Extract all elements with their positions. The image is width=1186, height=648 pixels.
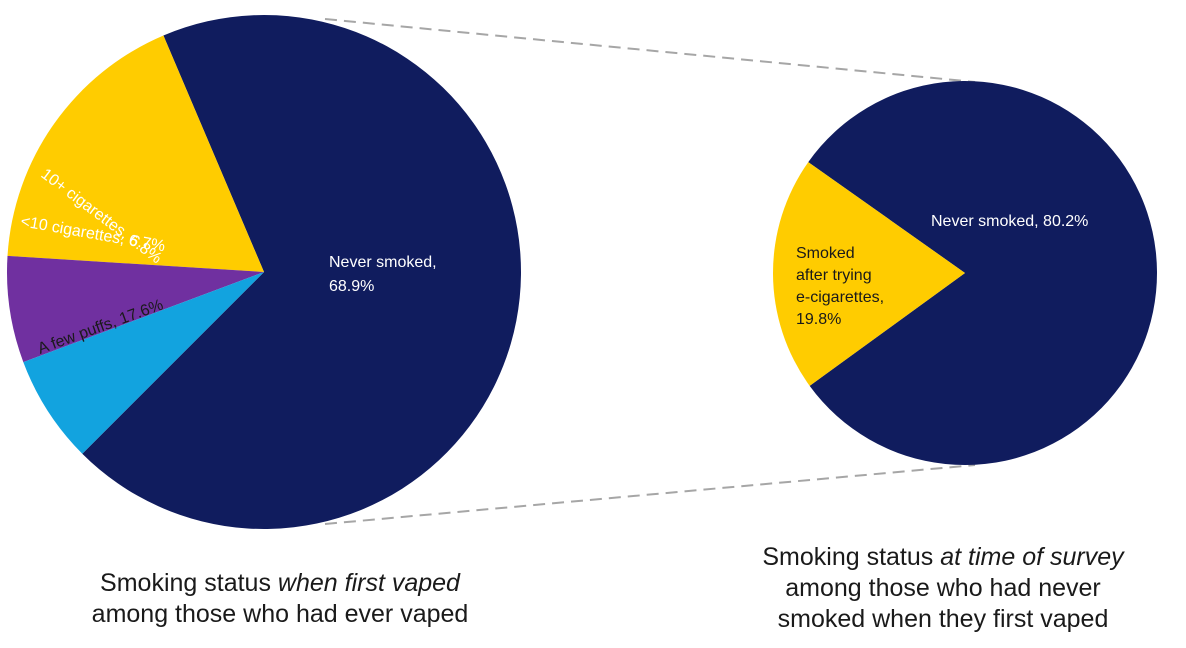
pie-1-slice-1-label: Smoked after trying e-cigarettes, 19.8% [796,245,884,328]
pie-0-slice-0 [82,14,522,530]
pie-0-slice-2 [7,255,265,363]
pie-1-slice-1 [773,162,965,386]
caption-left-line1-text: Smoking status [100,569,278,597]
pie-1-slice-0 [808,80,1157,465]
caption-right-line1-emphasis: at time of survey [940,543,1124,571]
connector-line-top [324,18,976,83]
caption-right-line1-text: Smoking status [762,543,941,571]
pie-0-slice-3 [23,272,265,454]
pie-0-slice-1 [7,35,264,273]
pie-right [773,80,1157,465]
caption-right-line3: smoked when they first vaped [777,605,1109,633]
pie-right-labels: Never smoked, 80.2% Smoked after trying e-c… [796,213,1088,328]
pie-1-slice-0-label: Never smoked, 80.2% [931,213,1088,230]
pie-left [7,14,522,530]
pie-0-slice-0-label: Never smoked, 68.9% [329,254,437,295]
caption-left-line1-emphasis: when first vaped [277,569,460,597]
caption-right: Smoking status at time of survey among t… [700,542,1186,635]
caption-right-line2: among those who had never [785,574,1101,602]
caption-left-line2: among those who had ever vaped [91,600,469,628]
caption-left: Smoking status when first vaped among th… [40,568,520,630]
connector-line-bottom [324,464,976,525]
